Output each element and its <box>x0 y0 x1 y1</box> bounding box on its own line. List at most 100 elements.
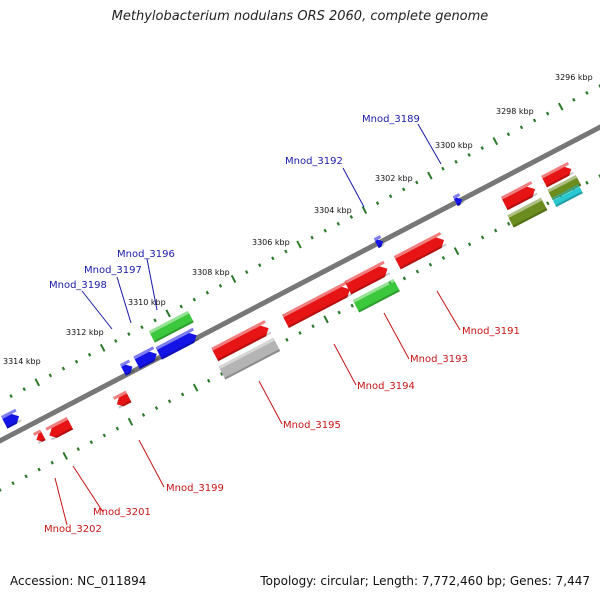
gene-3196-block-body <box>150 313 194 343</box>
gene-3194a-block <box>281 281 353 328</box>
gene-3191-block-top-face <box>393 231 442 259</box>
gene-cyan-block-body <box>553 186 583 208</box>
tick-mark <box>114 339 118 343</box>
tick-mark <box>519 125 524 130</box>
gene-3201-block-body <box>49 419 74 438</box>
tick-mark <box>349 215 354 219</box>
genome-backbone <box>0 124 600 444</box>
gene-3195a-block <box>211 320 272 362</box>
gene-right-red-block <box>500 181 538 211</box>
tick-mark <box>558 102 564 111</box>
gene-3198b-block-body <box>121 364 133 376</box>
gene-3202-block-body <box>36 432 46 442</box>
tick-mark <box>76 447 80 451</box>
gene-label-mnod-3198[interactable]: Mnod_3198 <box>49 280 107 291</box>
gene-3192-block-top-face <box>373 235 382 242</box>
tick-mark <box>102 433 107 438</box>
gene-left-blue-block-shadow <box>6 419 22 429</box>
tick-mark <box>34 378 40 387</box>
gene-label-mnod-3189[interactable]: Mnod_3189 <box>362 114 420 125</box>
tick-mark <box>230 274 237 283</box>
gene-far-right-red-block-top-face <box>541 161 569 179</box>
tick-mark <box>206 378 211 383</box>
gene-left-blue-block-top-face <box>0 408 17 419</box>
leader-line <box>342 167 365 208</box>
accession-text: Accession: NC_011894 <box>10 574 147 588</box>
tick-mark <box>205 290 210 295</box>
gene-3193-block-top-face <box>352 278 395 303</box>
scale-label-3302: 3302 kbp <box>375 174 413 183</box>
gene-3192-block-body <box>375 239 384 249</box>
gene-3192-block-shadow <box>377 243 385 249</box>
gene-3197-block-shadow <box>161 338 200 360</box>
gene-3198-block <box>133 346 160 369</box>
tick-mark <box>585 90 589 95</box>
tick-mark <box>467 242 472 247</box>
gene-3202-block-top-face <box>32 429 42 436</box>
gene-label-mnod-3193[interactable]: Mnod_3193 <box>410 354 468 365</box>
tick-mark <box>167 399 172 404</box>
gene-left-blue-block <box>0 408 22 429</box>
gene-3189-block <box>452 193 464 207</box>
tick-mark <box>441 166 445 171</box>
tick-mark <box>74 359 79 364</box>
gene-3193-block-body <box>354 281 400 313</box>
tick-mark <box>48 373 53 378</box>
genome-summary-text: Topology: circular; Length: 7,772,460 bp… <box>260 574 590 588</box>
tick-mark <box>192 297 197 302</box>
tick-mark <box>546 201 550 206</box>
gene-right-red-block-top-face <box>500 181 533 200</box>
gene-label-mnod-3202[interactable]: Mnod_3202 <box>44 524 102 535</box>
gene-olive-block-body <box>508 200 548 228</box>
leader-line <box>138 439 165 488</box>
gene-label-mnod-3195[interactable]: Mnod_3195 <box>283 420 341 431</box>
gene-olive-block <box>507 197 548 228</box>
leader-line <box>72 465 104 513</box>
gene-3191-block <box>393 231 447 270</box>
gene-3196-block <box>148 310 194 343</box>
tick-mark <box>572 97 576 102</box>
tick-mark <box>493 228 498 233</box>
gene-right-red-block-body <box>502 186 536 211</box>
tick-mark <box>337 310 341 315</box>
gene-label-mnod-3196[interactable]: Mnod_3196 <box>117 249 175 260</box>
gene-label-mnod-3201[interactable]: Mnod_3201 <box>93 507 151 518</box>
scale-label-3314: 3314 kbp <box>3 357 41 366</box>
gene-cyan-block-shadow <box>555 191 583 208</box>
leader-line <box>81 290 113 330</box>
leader-line <box>436 290 461 331</box>
tick-mark <box>271 256 275 261</box>
gene-3198b-block-top-face <box>119 359 131 367</box>
gene-3199-block-top-face <box>113 390 127 400</box>
gene-label-mnod-3192[interactable]: Mnod_3192 <box>285 156 343 167</box>
tick-mark <box>441 255 446 260</box>
gene-3198b-block-shadow <box>124 369 135 376</box>
tick-mark <box>506 221 511 226</box>
label-leaders <box>54 123 461 526</box>
gene-3199-block-body <box>116 393 132 407</box>
gene-label-mnod-3199[interactable]: Mnod_3199 <box>166 483 224 494</box>
gene-olive-small-block-body <box>548 177 582 201</box>
gene-3196-block-shadow <box>153 320 194 343</box>
gene-3193a-block-body <box>345 266 388 295</box>
gene-label-mnod-3191[interactable]: Mnod_3191 <box>462 326 520 337</box>
gene-3191-block-shadow <box>399 243 447 270</box>
gene-label-mnod-3194[interactable]: Mnod_3194 <box>357 381 415 392</box>
gene-3189-block-body <box>454 197 463 207</box>
gene-3198-block-body <box>134 351 157 369</box>
gene-3194a-block-top-face <box>281 281 348 318</box>
tick-mark <box>284 249 288 254</box>
scale-label-3310: 3310 kbp <box>128 298 166 307</box>
tick-mark <box>467 152 471 157</box>
tick-mark <box>323 315 329 324</box>
tick-mark <box>311 324 315 329</box>
leader-line <box>54 477 68 526</box>
tick-mark <box>428 262 433 267</box>
tick-mark <box>22 387 26 392</box>
tick-mark <box>115 426 120 431</box>
gene-label-mnod-3197[interactable]: Mnod_3197 <box>84 265 142 276</box>
gene-3194a-block-body <box>283 286 350 328</box>
gene-3195-block-top-face <box>218 337 275 370</box>
gene-3201-block-top-face <box>45 416 69 431</box>
